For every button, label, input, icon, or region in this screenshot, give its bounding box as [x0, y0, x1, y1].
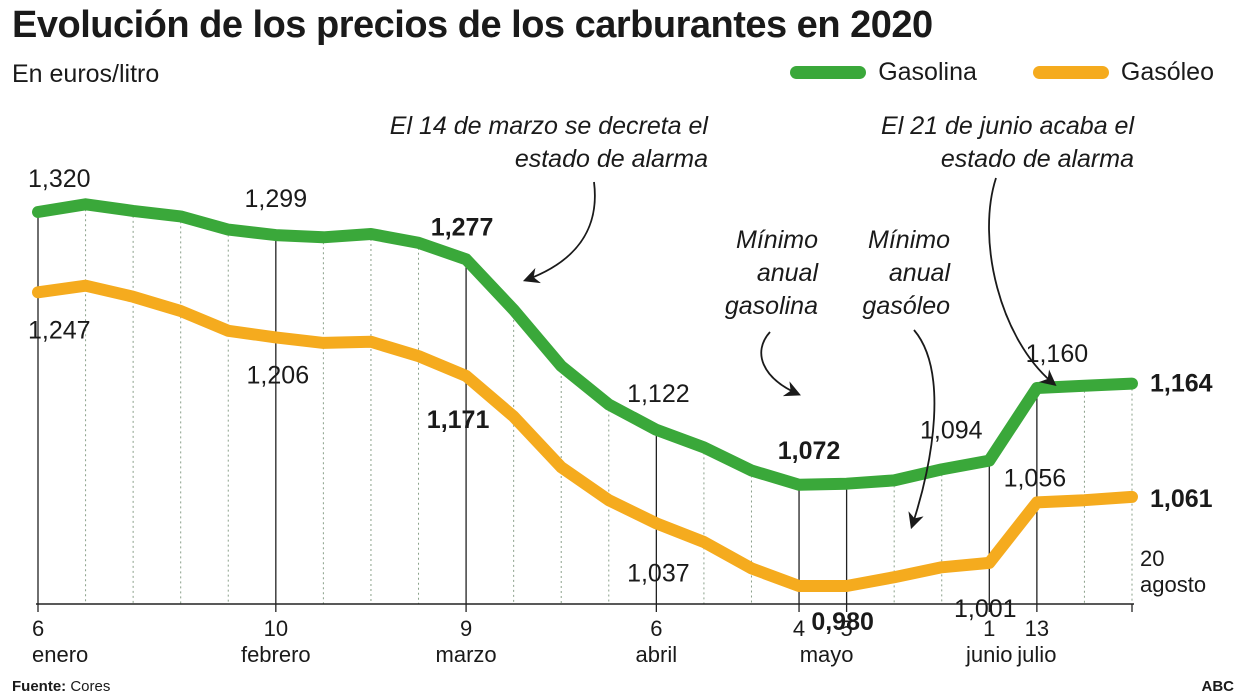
x-tick-label-day: 13 [1025, 616, 1049, 641]
annotation-arrow [760, 331, 801, 397]
x-tick-label-day: 10 [264, 616, 288, 641]
value-label: 1,001 [954, 595, 1017, 623]
annotation-minimo-gasolina-line: gasolina [725, 292, 818, 320]
value-label: 1,122 [627, 380, 690, 408]
value-label: 1,072 [778, 437, 841, 465]
legend-label-gasoleo: Gasóleo [1120, 58, 1214, 86]
x-tick-label-month: mayo [800, 642, 854, 667]
annotation-minimo-gasoleo-line: Mínimo [868, 226, 950, 254]
annotation-estado-alarma-fin-line: estado de alarma [941, 145, 1134, 173]
legend-swatch-gasoleo [1032, 66, 1109, 79]
value-label: 0,980 [811, 608, 874, 636]
value-label: 1,277 [431, 213, 494, 241]
annotation-minimo-gasoleo-line: gasóleo [862, 292, 950, 320]
annotation-estado-alarma-inicio-line: estado de alarma [515, 145, 708, 173]
x-tick-label-day: 4 [793, 616, 805, 641]
legend-label-gasolina: Gasolina [878, 58, 977, 86]
annotation-arrow [988, 177, 1057, 387]
x-tick-label-day: 6 [650, 616, 662, 641]
series-line-gasolina [32, 198, 1138, 491]
chart-title: Evolución de los precios de los carburan… [12, 4, 933, 46]
legend-swatch-gasolina [790, 66, 867, 79]
legend-item-gasolina: Gasolina [790, 58, 977, 87]
x-tick-label-month: abril [636, 642, 678, 667]
source-value: Cores [66, 678, 111, 695]
value-label: 1,160 [1026, 340, 1089, 368]
x-tick-label-day: 9 [460, 616, 472, 641]
x-tick-label-day: 6 [32, 616, 44, 641]
value-label: 1,247 [28, 316, 91, 344]
end-date-label-day: 20 [1140, 546, 1164, 571]
chart-subtitle: En euros/litro [12, 60, 160, 88]
x-tick-label-day: 5 [840, 616, 852, 641]
value-label: 1,164 [1150, 370, 1213, 398]
value-label: 1,094 [920, 417, 983, 445]
x-tick-label-month: junio [965, 642, 1012, 667]
annotation-arrow [908, 329, 936, 530]
annotation-arrow [522, 181, 596, 284]
legend-item-gasoleo: Gasóleo [1032, 58, 1214, 87]
value-label: 1,206 [247, 361, 310, 389]
value-label: 1,171 [427, 406, 490, 434]
value-label: 1,061 [1150, 485, 1213, 513]
value-label: 1,299 [245, 185, 308, 213]
x-tick-label-month: julio [1016, 642, 1056, 667]
end-date-label-month: agosto [1140, 572, 1206, 597]
annotation-minimo-gasolina-line: anual [757, 259, 820, 287]
value-label: 1,037 [627, 559, 690, 587]
source-note: Fuente: Cores [12, 678, 110, 695]
value-label: 1,320 [28, 165, 91, 193]
annotation-minimo-gasoleo-line: anual [889, 259, 952, 287]
x-tick-label-month: marzo [436, 642, 497, 667]
annotation-estado-alarma-fin-line: El 21 de junio acaba el [881, 112, 1135, 140]
annotation-estado-alarma-inicio-line: El 14 de marzo se decreta el [390, 112, 710, 140]
value-label: 1,056 [1004, 464, 1067, 492]
brand-label: ABC [1201, 678, 1235, 695]
annotation-minimo-gasolina-line: Mínimo [736, 226, 818, 254]
legend: Gasolina Gasóleo [734, 58, 1214, 87]
source-label: Fuente: [12, 678, 67, 695]
x-tick-label-month: enero [32, 642, 88, 667]
series-line-gasoleo [32, 279, 1138, 592]
x-tick-label-day: 1 [983, 616, 995, 641]
x-tick-label-month: febrero [241, 642, 311, 667]
